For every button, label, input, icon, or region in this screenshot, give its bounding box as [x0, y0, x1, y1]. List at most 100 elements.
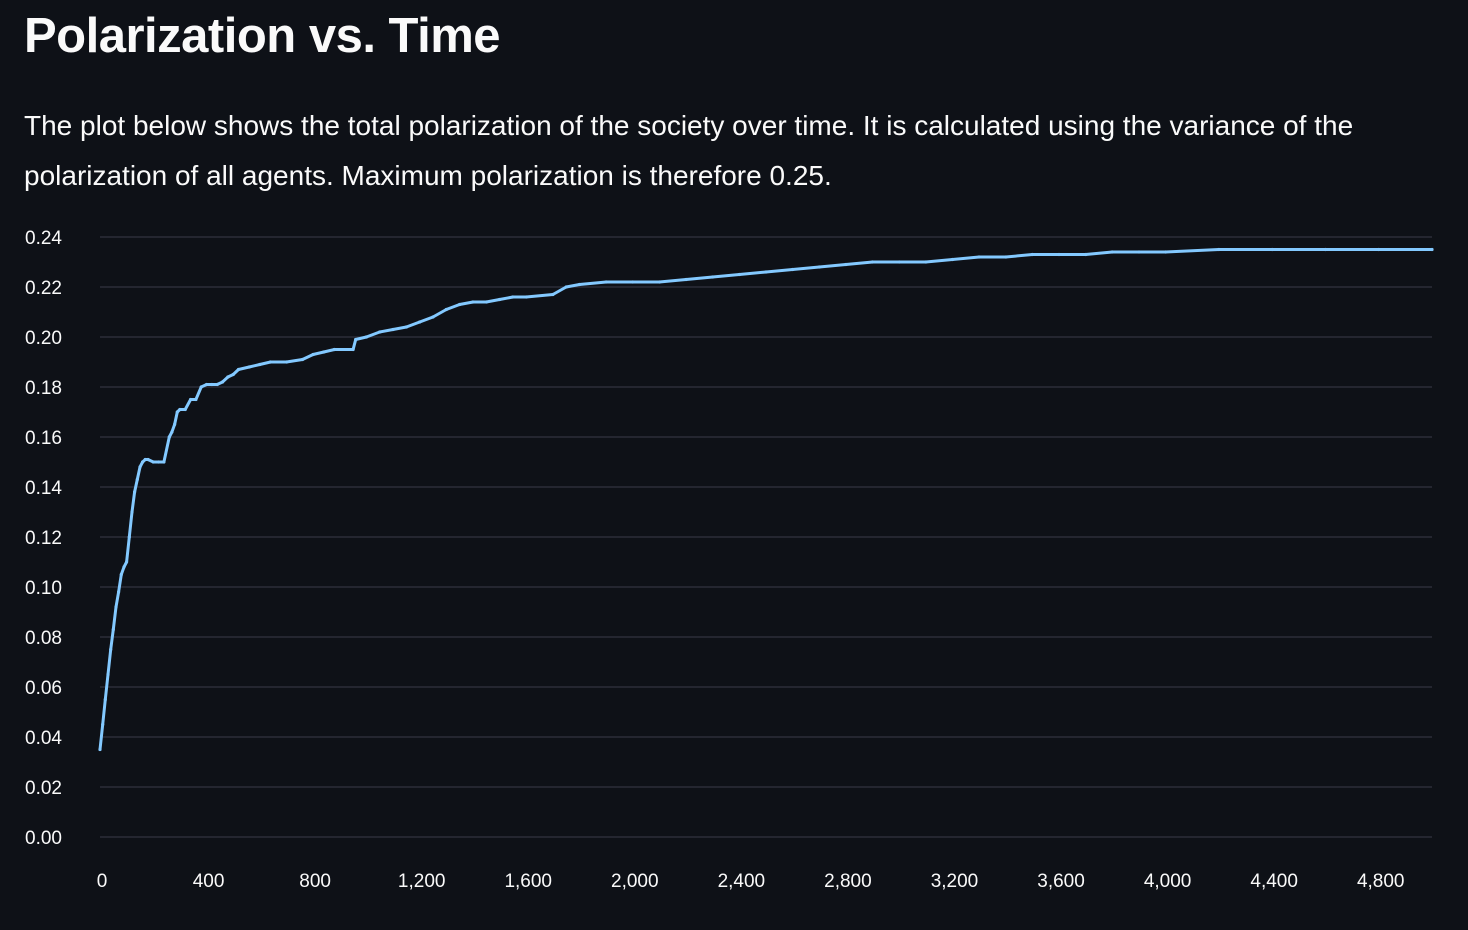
data-point: [135, 477, 139, 482]
y-tick-label: 0.02: [25, 778, 62, 799]
x-tick-label: 400: [193, 871, 225, 892]
data-point: [1377, 247, 1381, 252]
data-point: [268, 360, 273, 364]
data-point: [111, 627, 115, 632]
data-point: [737, 272, 742, 277]
y-tick-label: 0.00: [25, 828, 62, 849]
y-tick-label: 0.20: [25, 328, 62, 349]
series-line[interactable]: [98, 248, 1434, 751]
x-tick-label: 3,600: [1037, 871, 1085, 892]
data-point: [418, 320, 422, 324]
data-point: [1164, 250, 1168, 254]
data-point: [524, 295, 528, 299]
data-point: [311, 352, 315, 357]
data-point: [1323, 247, 1327, 252]
data-point: [122, 565, 126, 569]
data-point: [138, 465, 142, 469]
data-point: [354, 337, 358, 342]
y-tick-label: 0.08: [25, 628, 62, 649]
data-point: [431, 315, 435, 319]
data-point: [1137, 250, 1141, 254]
data-point: [1270, 247, 1274, 252]
data-point: [162, 460, 166, 464]
data-point: [170, 430, 174, 434]
data-point: [143, 457, 147, 462]
data-point: [210, 382, 214, 387]
data-point: [1110, 250, 1114, 254]
y-tick-label: 0.22: [25, 278, 62, 299]
y-tick-label: 0.12: [25, 528, 62, 549]
x-tick-label: 1,600: [504, 871, 552, 892]
data-point: [551, 292, 555, 297]
y-tick-label: 0.24: [25, 228, 62, 249]
data-point: [146, 457, 150, 462]
data-point: [226, 375, 230, 379]
chart-description: The plot below shows the total polarizat…: [24, 110, 1354, 191]
data-point: [604, 280, 608, 284]
data-point: [764, 270, 768, 274]
data-point: [215, 382, 219, 387]
data-point: [183, 407, 187, 412]
data-point: [117, 590, 121, 594]
data-point: [109, 647, 113, 652]
data-point: [1030, 252, 1034, 257]
data-point: [178, 407, 182, 412]
data-point: [151, 460, 155, 464]
y-tick-label: 0.04: [25, 728, 62, 749]
x-tick-label: 2,800: [824, 871, 872, 892]
data-point: [977, 255, 981, 259]
data-point: [175, 410, 179, 414]
data-point: [1430, 247, 1434, 252]
x-tick-label: 4,400: [1250, 871, 1298, 892]
data-point: [471, 300, 475, 304]
data-point: [114, 605, 118, 609]
data-point: [130, 510, 134, 514]
data-point: [141, 460, 145, 464]
data-point: [511, 295, 515, 299]
data-point: [189, 397, 193, 402]
data-point: [871, 260, 875, 264]
data-point: [564, 285, 568, 289]
x-tick-label: 0: [97, 871, 108, 892]
chart-svg[interactable]: 0.00 0.02 0.04 0.06 0.08 0.10 0.12 0.14 0.16 0.18…: [0, 200, 1468, 930]
data-point: [284, 360, 289, 364]
data-point: [247, 365, 251, 369]
data-point: [378, 330, 382, 334]
data-point: [844, 262, 848, 267]
data-point: [444, 307, 448, 312]
data-point: [897, 260, 901, 264]
data-point: [106, 672, 110, 677]
data-point: [133, 490, 137, 494]
series-layer[interactable]: [98, 247, 1434, 752]
data-point: [351, 347, 355, 352]
y-tick-label: 0.06: [25, 678, 62, 699]
data-point: [1057, 252, 1061, 257]
data-point: [236, 367, 241, 372]
data-point: [924, 260, 928, 264]
data-point: [364, 335, 368, 339]
grid-lines: [100, 236, 1432, 838]
data-point: [322, 350, 326, 354]
x-tick-label: 4,800: [1357, 871, 1405, 892]
data-point: [194, 397, 198, 402]
data-point: [127, 535, 131, 539]
y-tick-label: 0.16: [25, 428, 62, 449]
data-point: [220, 380, 225, 384]
data-point: [711, 275, 715, 279]
data-point: [791, 267, 795, 272]
data-point: [101, 722, 105, 727]
data-point: [173, 422, 177, 427]
data-point: [332, 347, 336, 352]
data-point: [231, 372, 235, 377]
page-title: Polarization vs. Time: [24, 9, 501, 63]
data-point: [657, 280, 662, 284]
polarization-chart[interactable]: 0.00 0.02 0.04 0.06 0.08 0.10 0.12 0.14 0.16 0.18…: [0, 200, 1468, 930]
x-tick-label: 800: [299, 871, 331, 892]
data-point: [484, 300, 488, 304]
data-point: [125, 560, 129, 564]
data-point: [631, 280, 635, 284]
data-point: [577, 282, 582, 287]
x-tick-label: 3,200: [931, 871, 979, 892]
y-tick-label: 0.14: [25, 478, 62, 499]
x-tick-label: 1,200: [398, 871, 446, 892]
